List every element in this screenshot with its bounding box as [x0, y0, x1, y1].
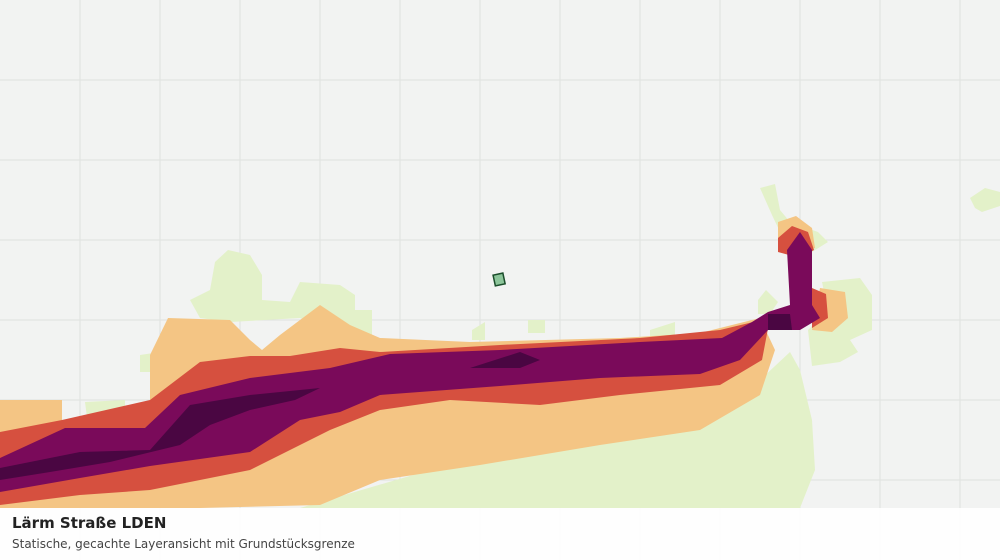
noise-layer — [0, 184, 1000, 508]
noise-zone-extreme — [0, 314, 792, 480]
info-panel — [0, 508, 1000, 560]
panel-title: Lärm Straße LDEN — [12, 514, 166, 532]
parcel-boundary — [492, 272, 507, 287]
panel-subtitle: Statische, gecachte Layeransicht mit Gru… — [12, 537, 355, 551]
